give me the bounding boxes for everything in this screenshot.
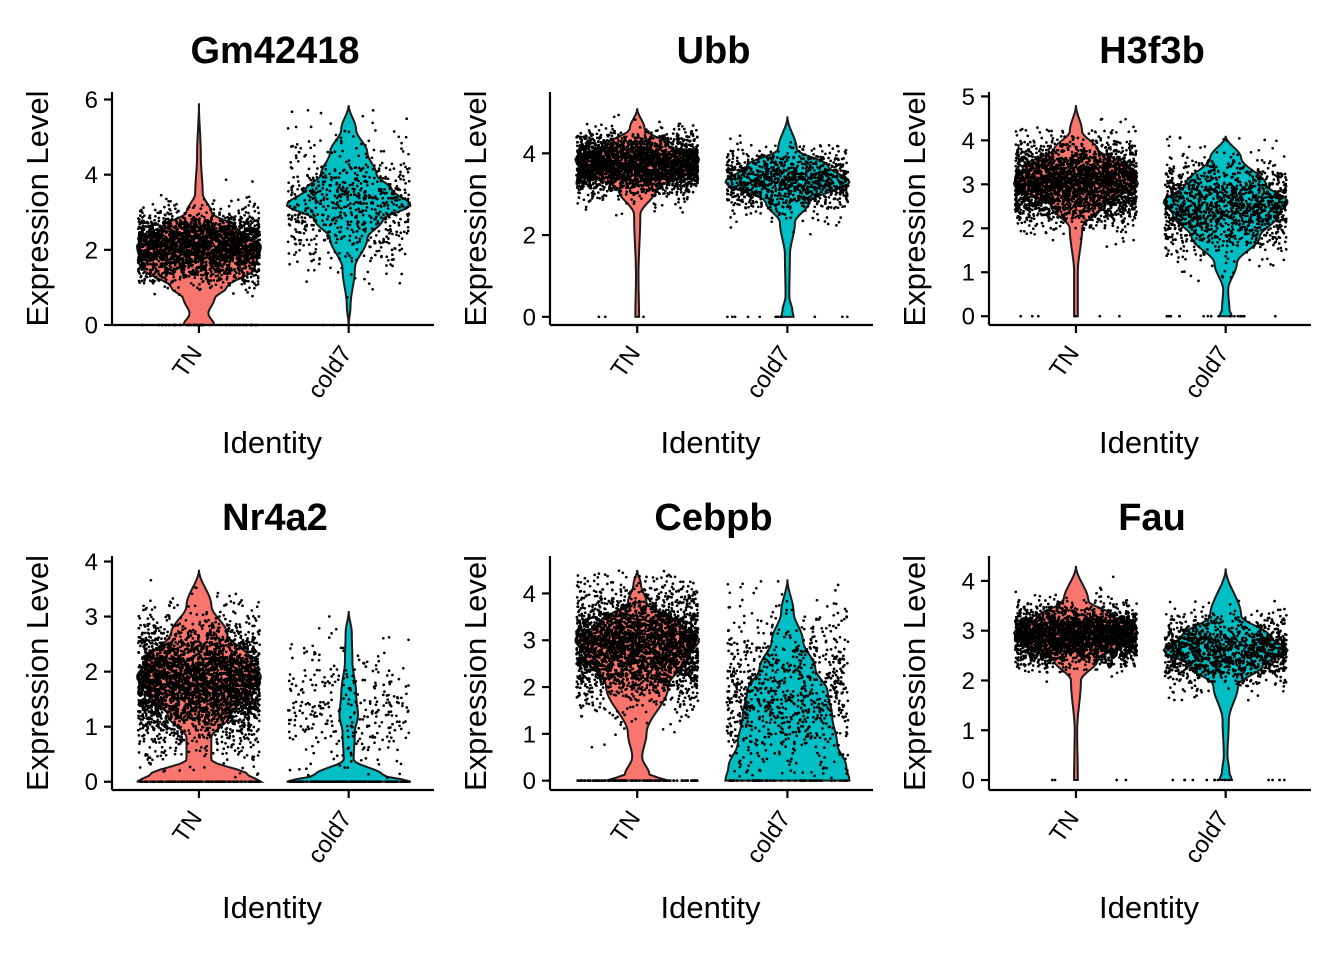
y-tick-label: 4	[85, 549, 98, 576]
y-tick-label: 1	[962, 718, 975, 745]
y-axis-title: Expression Level	[458, 555, 493, 791]
y-tick-label: 3	[523, 628, 536, 655]
y-tick-label: 4	[523, 141, 536, 168]
x-tick-label-tn: TN	[1044, 341, 1084, 383]
x-axis-title: Identity	[222, 425, 322, 460]
y-tick-label: 2	[523, 675, 536, 702]
y-tick-label: 2	[962, 216, 975, 243]
y-tick-label: 1	[523, 721, 536, 748]
y-axis-title: Expression Level	[897, 555, 932, 791]
y-tick-label: 5	[962, 84, 975, 111]
x-axis-title: Identity	[222, 890, 322, 925]
y-tick-label: 0	[85, 769, 98, 796]
y-tick-label: 2	[85, 659, 98, 686]
y-tick-label: 3	[962, 172, 975, 199]
panel-fau: Fau 0 1 2 3 4 TN cold7 Identity Expression Level	[897, 497, 1311, 925]
y-tick-label: 2	[962, 668, 975, 695]
violin-cold7	[287, 105, 410, 325]
panel-h3f3b: H3f3b 0 1 2 3 4 5 TN cold7 Identity Expression Lev…	[897, 30, 1311, 460]
y-axis-title: Expression Level	[458, 90, 493, 326]
y-tick-label: 0	[523, 768, 536, 795]
violin-cold7	[726, 117, 850, 317]
panel-nr4a2: Nr4a2 0 1 2 3 4 TN cold7 Identity Expression Leve…	[20, 497, 434, 925]
panel-title: Gm42418	[190, 30, 359, 72]
x-tick-label-tn: TN	[606, 341, 646, 383]
y-tick-label: 6	[85, 87, 98, 114]
violin-cold7	[1164, 568, 1288, 780]
y-tick-label: 0	[962, 768, 975, 795]
y-tick-label: 0	[523, 304, 536, 331]
violin-tn	[1014, 566, 1138, 780]
x-axis-title: Identity	[661, 890, 761, 925]
x-tick-label-cold7: cold7	[741, 341, 796, 403]
y-tick-label: 4	[962, 128, 975, 155]
x-tick-label-tn: TN	[1044, 806, 1084, 848]
y-tick-label: 4	[962, 568, 975, 595]
x-tick-label-cold7: cold7	[1180, 341, 1235, 403]
y-axis-title: Expression Level	[20, 90, 55, 326]
y-tick-label: 1	[962, 260, 975, 287]
panel-cebpb: Cebpb 0 1 2 3 4 TN cold7 Identity Expression Leve…	[458, 497, 873, 925]
panel-ubb: Ubb 0 2 4 TN cold7 Identity Expression Level	[458, 30, 873, 460]
x-tick-label-cold7: cold7	[303, 806, 358, 868]
panel-title: Nr4a2	[222, 497, 328, 539]
x-axis-title: Identity	[1099, 425, 1199, 460]
y-axis-title: Expression Level	[897, 90, 932, 326]
panel-title: Cebpb	[654, 497, 772, 539]
y-tick-label: 3	[85, 604, 98, 631]
panel-title: Fau	[1118, 497, 1186, 539]
y-tick-label: 2	[85, 237, 98, 264]
y-tick-label: 1	[85, 714, 98, 741]
panel-title: Ubb	[677, 30, 751, 72]
x-axis-title: Identity	[1099, 890, 1199, 925]
y-tick-label: 2	[523, 223, 536, 250]
panel-gm42418: Gm42418 0 2 4 6 TN cold7 Identity Expression Lev…	[20, 30, 434, 460]
violin-cold7	[287, 611, 411, 782]
x-tick-label-cold7: cold7	[741, 806, 796, 868]
panel-title: H3f3b	[1099, 30, 1205, 72]
y-tick-label: 0	[85, 313, 98, 340]
y-tick-label: 0	[962, 304, 975, 331]
x-tick-label-tn: TN	[167, 341, 207, 383]
x-tick-label-tn: TN	[606, 806, 646, 848]
y-axis-title: Expression Level	[20, 555, 55, 791]
x-tick-label-cold7: cold7	[303, 341, 358, 403]
x-tick-label-tn: TN	[167, 806, 207, 848]
x-axis-title: Identity	[661, 425, 761, 460]
y-tick-label: 3	[962, 618, 975, 645]
y-tick-label: 4	[523, 581, 536, 608]
y-tick-label: 4	[85, 162, 98, 189]
x-tick-label-cold7: cold7	[1180, 806, 1235, 868]
